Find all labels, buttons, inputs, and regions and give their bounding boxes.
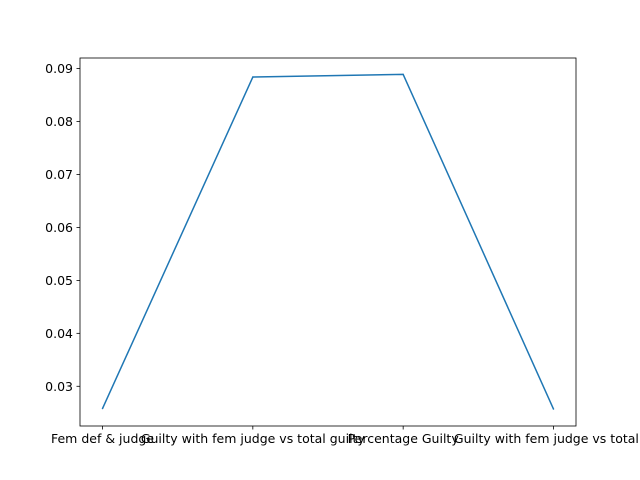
y-tick-label: 0.04	[45, 326, 73, 341]
y-tick-label: 0.06	[45, 220, 73, 235]
data-point	[101, 407, 104, 410]
y-tick-label: 0.07	[45, 167, 73, 182]
data-point	[402, 73, 404, 76]
x-tick-label: Percentage Guilty	[348, 431, 460, 446]
data-point	[252, 76, 254, 78]
y-tick-label: 0.09	[45, 61, 73, 76]
plot-area: 0.03 0.04 0.05 0.06 0.07 0.08 0.09 Fem def & ju…	[45, 57, 640, 446]
x-tick-label: Guilty with fem judge vs total w	[454, 431, 640, 446]
data-point	[552, 408, 555, 410]
y-tick-label: 0.08	[45, 114, 73, 129]
y-tick-label: 0.05	[45, 273, 73, 288]
x-tick-label: Fem def & judge	[51, 431, 154, 446]
y-tick-label: 0.03	[45, 379, 73, 394]
series-line	[101, 73, 555, 410]
x-tick-label: Guilty with fem judge vs total guilty	[141, 431, 366, 446]
plot-frame	[79, 57, 577, 427]
